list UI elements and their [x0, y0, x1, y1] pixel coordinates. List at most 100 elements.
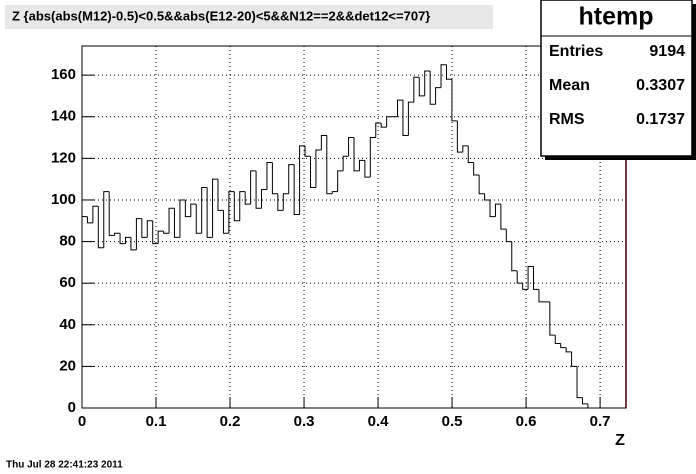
histogram-bin — [435, 87, 442, 105]
histogram-bin — [261, 189, 267, 209]
y-tick-label: 0 — [68, 399, 76, 416]
histogram-bin — [402, 100, 409, 136]
histogram-bin — [233, 191, 240, 222]
histogram-bin — [103, 191, 110, 248]
histogram-bin — [266, 162, 273, 190]
x-tick-label: 0.1 — [146, 413, 167, 430]
histogram-bin — [494, 203, 501, 217]
histogram-bin — [456, 120, 463, 153]
histogram-bin — [337, 170, 344, 192]
histogram-bin — [571, 351, 578, 367]
histogram-bin — [413, 76, 420, 103]
histogram-bin — [288, 164, 295, 194]
stats-label: Mean — [549, 77, 590, 94]
histogram-bin — [565, 347, 572, 353]
histogram-bin — [212, 178, 218, 238]
histogram-bin — [533, 266, 539, 290]
stats-box: htemp — [540, 0, 696, 160]
histogram-bin — [244, 191, 251, 205]
y-tick-label: 120 — [51, 149, 76, 166]
plot-frame-edge — [81, 45, 627, 409]
histogram-bin — [516, 270, 523, 284]
histogram-bin — [538, 289, 545, 303]
histogram-bin — [135, 218, 142, 250]
y-tick-label: 20 — [59, 357, 76, 374]
histogram-bin — [250, 170, 257, 205]
histogram-bin — [353, 137, 360, 172]
histogram-bin — [217, 179, 224, 211]
histogram-bin — [467, 145, 474, 164]
histogram-bin — [114, 232, 121, 236]
histogram-bin — [364, 160, 371, 178]
histogram-bin — [282, 193, 289, 211]
histogram-bin — [92, 205, 99, 223]
histogram-bin — [440, 64, 447, 88]
histogram-bin — [462, 145, 469, 153]
histogram-bin — [157, 230, 164, 244]
plot-frame — [81, 45, 627, 409]
y-tick-label: 80 — [59, 233, 76, 250]
x-tick-label: 0.7 — [590, 413, 611, 430]
histogram-bin — [320, 134, 327, 151]
stats-value: 9194 — [649, 43, 685, 60]
histogram-bin — [190, 203, 197, 217]
x-tick-label: 0.3 — [294, 413, 315, 430]
histogram-bin — [369, 137, 376, 178]
histogram-bin — [511, 241, 518, 272]
histogram-bin — [222, 210, 229, 234]
histogram-bin — [380, 122, 387, 128]
histogram-bin — [429, 70, 436, 105]
histogram-bin — [239, 191, 246, 221]
histogram-bin — [554, 335, 561, 345]
histogram-bin — [304, 145, 311, 157]
histogram-bin — [125, 236, 131, 244]
histogram-bin — [418, 77, 425, 97]
histogram-bin — [179, 199, 186, 238]
histogram-bin — [505, 229, 512, 243]
histogram-bin — [119, 233, 126, 245]
histogram-bin — [146, 220, 153, 238]
histogram-bin — [293, 164, 300, 216]
histogram-bin — [348, 137, 354, 157]
histogram-bin — [271, 162, 278, 195]
histogram-bin — [255, 170, 262, 209]
histogram-bin — [108, 191, 115, 236]
stats-value: 0.1737 — [636, 111, 685, 128]
histogram-bin — [451, 79, 458, 122]
histogram-bin — [424, 70, 431, 96]
y-tick-label: 60 — [59, 274, 76, 291]
histogram-bin — [201, 186, 208, 234]
x-tick-label: 0 — [78, 413, 86, 430]
histogram-bin — [331, 191, 338, 194]
x-tick-label: 0.6 — [516, 413, 537, 430]
timestamp: Thu Jul 28 22:41:23 2011 — [6, 460, 123, 471]
histogram-bin — [277, 193, 284, 211]
histogram-bin — [326, 135, 333, 195]
histogram-bin — [152, 220, 159, 245]
histogram-bin — [527, 266, 534, 290]
histogram-bin — [97, 206, 104, 249]
histogram-bin — [445, 64, 452, 80]
stats-label: RMS — [549, 111, 585, 128]
histogram-bin — [168, 207, 175, 234]
histogram-bin — [560, 343, 567, 349]
title-box — [5, 5, 493, 29]
stats-label: Entries — [549, 43, 603, 60]
histogram-bin — [358, 159, 365, 171]
histogram-bin — [228, 191, 235, 234]
histogram-bin — [478, 174, 485, 195]
histogram-bin — [375, 122, 382, 138]
y-tick-label: 140 — [51, 108, 76, 125]
histogram-bin — [299, 145, 306, 215]
histogram-bin — [342, 155, 349, 171]
y-tick-label: 40 — [59, 316, 76, 333]
stats-value: 0.3307 — [636, 77, 685, 94]
histogram-bin — [141, 218, 148, 238]
histogram-bin — [549, 301, 556, 336]
chart-title: Z {abs(abs(M12)-0.5)<0.5&&abs(E12-20)<5&… — [12, 8, 430, 23]
y-tick-label: 160 — [51, 66, 76, 83]
histogram-bin — [130, 237, 137, 251]
stats-title: htemp — [579, 3, 654, 31]
histogram-bin — [407, 101, 414, 136]
